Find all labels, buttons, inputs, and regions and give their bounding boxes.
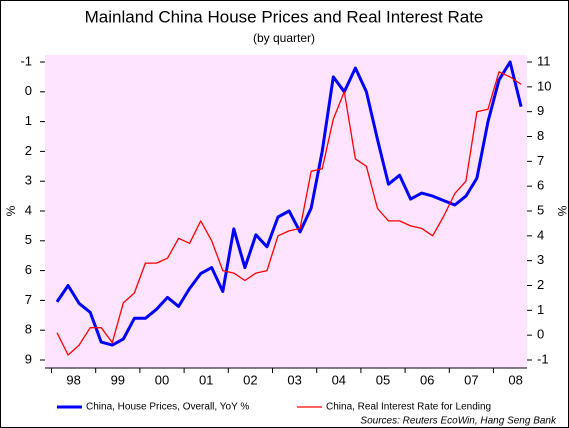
y2-tick-label: 2 — [537, 277, 544, 292]
legend-label: China, House Prices, Overall, YoY % — [86, 402, 249, 413]
x-tick-label: 06 — [420, 372, 434, 387]
y2-tick-label: 1 — [537, 302, 544, 317]
y-tick-label: 8 — [25, 322, 32, 337]
x-tick-label: 02 — [243, 372, 257, 387]
y-tick-label: -1 — [20, 53, 32, 68]
x-tick-label: 07 — [464, 372, 478, 387]
legend-label: China, Real Interest Rate for Lending — [326, 402, 491, 413]
x-tick-label: 05 — [376, 372, 390, 387]
chart-title: Mainland China House Prices and Real Int… — [85, 7, 484, 26]
y2-tick-label: 5 — [537, 202, 544, 217]
y-tick-label: 7 — [25, 292, 32, 307]
y2-tick-label: 10 — [537, 78, 551, 93]
y-tick-label: 6 — [25, 262, 32, 277]
y-tick-label: 5 — [25, 232, 32, 247]
x-tick-label: 00 — [155, 372, 169, 387]
series-line — [56, 71, 522, 356]
y2-tick-label: -1 — [537, 351, 549, 366]
y2-tick-label: 3 — [537, 252, 544, 267]
y-tick-label: 1 — [25, 113, 32, 128]
series-line — [55, 60, 523, 347]
y2-tick-label: 9 — [537, 103, 544, 118]
y2-tick-label: 11 — [537, 53, 551, 68]
y-tick-label: 3 — [25, 173, 32, 188]
chart-subtitle: (by quarter) — [253, 31, 315, 45]
y2-tick-label: 0 — [537, 327, 544, 342]
y-tick-label: 4 — [25, 202, 32, 217]
y-tick-label: 9 — [25, 351, 32, 366]
x-tick-label: 03 — [287, 372, 301, 387]
x-tick-label: 08 — [508, 372, 522, 387]
x-tick-label: 99 — [111, 372, 125, 387]
x-tick-label: 98 — [66, 372, 80, 387]
y2-tick-label: 8 — [537, 128, 544, 143]
y2-tick-label: 6 — [537, 178, 544, 193]
y-axis-label: % — [4, 205, 18, 216]
y2-tick-label: 7 — [537, 153, 544, 168]
y-tick-label: 2 — [25, 143, 32, 158]
x-tick-label: 04 — [332, 372, 346, 387]
y2-tick-label: 4 — [537, 227, 544, 242]
y-tick-label: 0 — [25, 83, 32, 98]
y2-axis-label: % — [555, 206, 569, 217]
x-tick-label: 01 — [199, 372, 213, 387]
source: Sources: Reuters EcoWin, Hang Seng Bank — [360, 416, 557, 427]
